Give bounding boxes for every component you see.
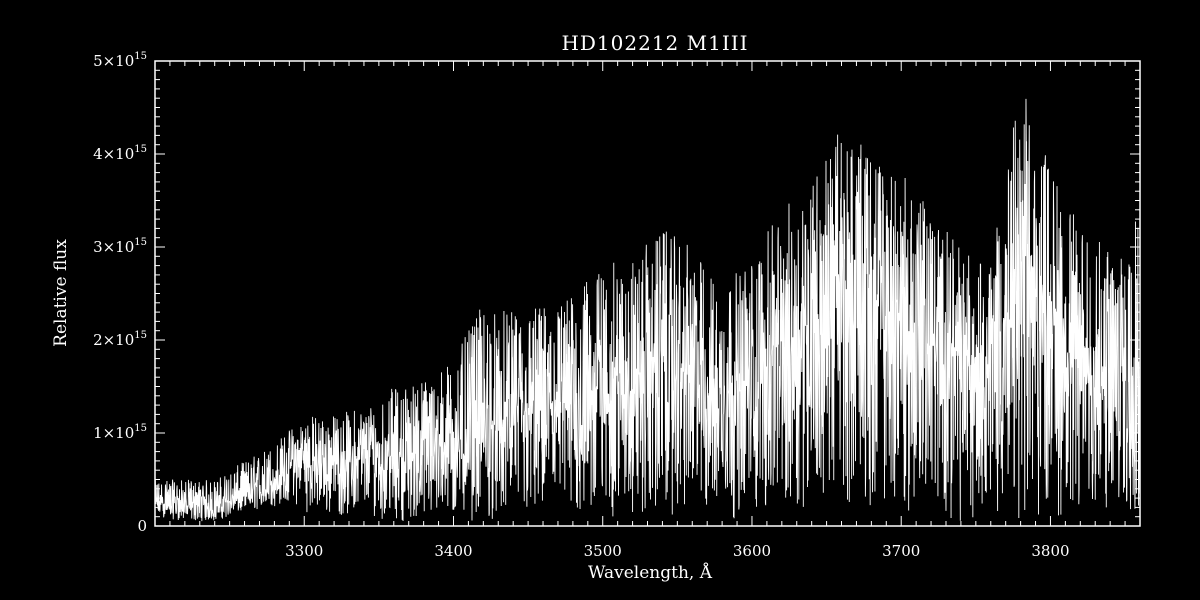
x-tick-label: 3500 (584, 542, 622, 560)
x-tick-label: 3800 (1031, 542, 1069, 560)
y-tick-label: 2×1015 (93, 330, 147, 349)
x-tick-label: 3600 (733, 542, 771, 560)
x-tick-label: 3300 (285, 542, 323, 560)
y-tick-label: 4×1015 (93, 144, 147, 163)
y-axis-ticks: 0 1×1015 2×1015 3×1015 4×1015 5×1015 (93, 51, 1140, 535)
chart-title: HD102212 M1III (561, 31, 748, 55)
y-tick-label: 0 (137, 517, 147, 535)
y-tick-label: 3×1015 (93, 237, 147, 256)
x-axis-ticks: 3300 3400 3500 3600 3700 3800 (169, 61, 1126, 560)
x-tick-label: 3400 (434, 542, 472, 560)
spectrum-series (154, 98, 1141, 522)
x-axis-label: Wavelength, Å (588, 562, 713, 583)
y-tick-label: 5×1015 (93, 51, 147, 70)
y-axis-label: Relative flux (51, 239, 71, 347)
y-tick-label: 1×1015 (93, 423, 147, 442)
spectrum-line (154, 98, 1141, 522)
x-tick-label: 3700 (882, 542, 920, 560)
